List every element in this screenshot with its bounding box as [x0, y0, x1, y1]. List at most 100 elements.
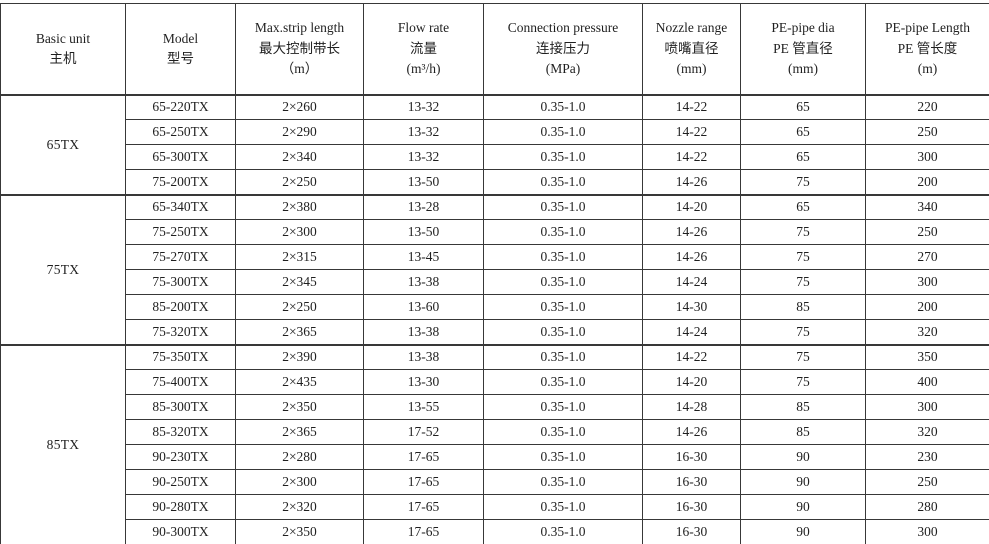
table-row: 85-300TX 2×350 13-55 0.35-1.0 14-28 85 300 [1, 394, 989, 420]
column-header: Max.strip length 最大控制带长 （m） [235, 3, 364, 95]
table-cell: 0.35-1.0 [483, 119, 643, 145]
table-cell: 13-38 [363, 319, 484, 345]
column-header-en: PE-pipe Length [884, 20, 971, 36]
table-cell: 75 [740, 369, 866, 395]
table-cell: 85-200TX [125, 294, 236, 320]
table-cell: 16-30 [642, 444, 741, 470]
table-cell: 13-32 [363, 93, 484, 120]
column-header: Connection pressure 连接压力 (MPa) [483, 3, 643, 95]
table-cell: 85 [740, 419, 866, 445]
column-header: Flow rate 流量 (m³/h) [363, 3, 484, 95]
column-header-unit: (m³/h) [406, 60, 441, 76]
table-cell: 2×250 [235, 169, 364, 195]
column-header-unit: (mm) [788, 60, 818, 76]
column-header-zh: PE 管直径 [773, 40, 833, 56]
table-cell: 14-22 [642, 119, 741, 145]
table-cell: 0.35-1.0 [483, 419, 643, 445]
column-header-unit: (MPa) [545, 60, 581, 76]
table-cell: 90 [740, 519, 866, 544]
table-cell: 75-320TX [125, 319, 236, 345]
table-cell: 16-30 [642, 494, 741, 520]
table-cell: 65 [740, 193, 866, 220]
column-header-unit: (mm) [676, 60, 707, 76]
table-cell: 350 [865, 343, 989, 370]
table-cell: 2×340 [235, 144, 364, 170]
table-cell: 65-250TX [125, 119, 236, 145]
table-cell: 320 [865, 319, 989, 345]
table-cell: 250 [865, 119, 989, 145]
column-header-en: PE-pipe dia [771, 20, 835, 36]
table-cell: 230 [865, 444, 989, 470]
table-cell: 14-30 [642, 294, 741, 320]
table-cell: 2×280 [235, 444, 364, 470]
table-row: 90-230TX 2×280 17-65 0.35-1.0 16-30 90 230 [1, 444, 989, 470]
table-body: 65TX 65-220TX 2×260 13-32 0.35-1.0 14-22 65 220… [0, 93, 989, 544]
table-cell: 16-30 [642, 519, 741, 544]
header-row: Basic unit 主机 Model 型号 Max.strip length 最大控制带… [0, 3, 989, 95]
table-cell: 17-65 [363, 469, 484, 495]
table-cell: 300 [865, 144, 989, 170]
table-cell: 2×365 [235, 319, 364, 345]
table-cell: 0.35-1.0 [483, 269, 643, 295]
table-cell: 75-350TX [125, 343, 236, 370]
table-cell: 2×380 [235, 193, 364, 220]
basic-unit-cell: 65TX [0, 93, 126, 195]
table-cell: 75 [740, 219, 866, 245]
table-row: 90-300TX 2×350 17-65 0.35-1.0 16-30 90 300 [1, 519, 989, 544]
table-cell: 0.35-1.0 [483, 394, 643, 420]
table-cell: 75 [740, 319, 866, 345]
table-cell: 2×350 [235, 394, 364, 420]
table-cell: 85 [740, 394, 866, 420]
table-cell: 200 [865, 294, 989, 320]
table-cell: 65-340TX [125, 193, 236, 220]
table-cell: 13-50 [363, 219, 484, 245]
table-cell: 250 [865, 469, 989, 495]
table-cell: 90 [740, 469, 866, 495]
table-cell: 14-22 [642, 343, 741, 370]
table-row: 90-250TX 2×300 17-65 0.35-1.0 16-30 90 250 [1, 469, 989, 495]
table-cell: 75-270TX [125, 244, 236, 270]
column-header-en: Model [162, 30, 199, 46]
table-cell: 75-300TX [125, 269, 236, 295]
column-header: PE-pipe Length PE 管长度 (m) [865, 3, 989, 95]
table-cell: 90-250TX [125, 469, 236, 495]
table-cell: 75-250TX [125, 219, 236, 245]
table-cell: 65 [740, 93, 866, 120]
spec-table: Basic unit 主机 Model 型号 Max.strip length 最大控制带… [0, 3, 989, 544]
table-cell: 250 [865, 219, 989, 245]
column-header-unit: (m) [917, 60, 938, 76]
basic-unit-cell: 75TX [0, 193, 126, 345]
table-cell: 65-220TX [125, 93, 236, 120]
table-cell: 13-50 [363, 169, 484, 195]
table-cell: 14-26 [642, 419, 741, 445]
column-header-zh: 主机 [49, 50, 77, 66]
table-row: 65TX 65-220TX 2×260 13-32 0.35-1.0 14-22 65 220 [0, 93, 989, 195]
table-cell: 0.35-1.0 [483, 444, 643, 470]
table-cell: 2×300 [235, 469, 364, 495]
table-cell: 13-32 [363, 119, 484, 145]
table-cell: 0.35-1.0 [483, 369, 643, 395]
table-cell: 2×435 [235, 369, 364, 395]
table-cell: 65 [740, 119, 866, 145]
column-header-en: Flow rate [397, 20, 450, 36]
table-cell: 0.35-1.0 [483, 244, 643, 270]
table-cell: 0.35-1.0 [483, 144, 643, 170]
table-cell: 14-26 [642, 169, 741, 195]
table-cell: 0.35-1.0 [483, 469, 643, 495]
table-cell: 2×345 [235, 269, 364, 295]
table-cell: 13-45 [363, 244, 484, 270]
table-row: 75-200TX 2×250 13-50 0.35-1.0 14-26 75 200 [1, 169, 989, 195]
column-header: PE-pipe dia PE 管直径 (mm) [740, 3, 866, 95]
table-cell: 2×290 [235, 119, 364, 145]
table-row: 65-300TX 2×340 13-32 0.35-1.0 14-22 65 300 [1, 144, 989, 170]
table-row: 85-320TX 2×365 17-52 0.35-1.0 14-26 85 320 [1, 419, 989, 445]
table-row: 75-250TX 2×300 13-50 0.35-1.0 14-26 75 250 [1, 219, 989, 245]
table-row: 85-200TX 2×250 13-60 0.35-1.0 14-30 85 200 [1, 294, 989, 320]
table-row: 65-250TX 2×290 13-32 0.35-1.0 14-22 65 250 [1, 119, 989, 145]
table-cell: 2×390 [235, 343, 364, 370]
table-cell: 16-30 [642, 469, 741, 495]
table-cell: 90-280TX [125, 494, 236, 520]
table-row: 90-280TX 2×320 17-65 0.35-1.0 16-30 90 280 [1, 494, 989, 520]
column-header-en: Nozzle range [655, 20, 728, 36]
column-header-zh: PE 管长度 [897, 40, 958, 56]
